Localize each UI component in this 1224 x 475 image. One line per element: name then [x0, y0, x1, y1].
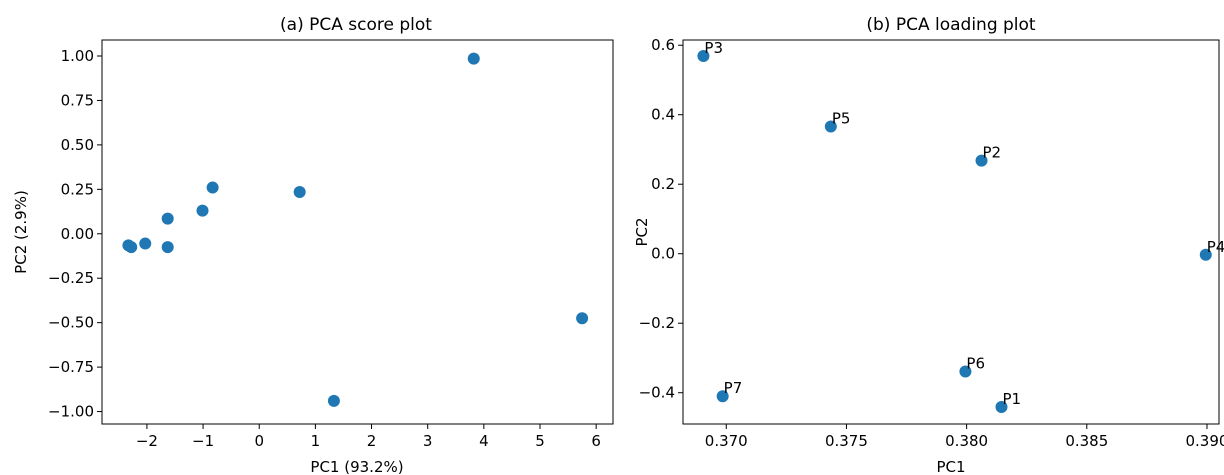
loading-plot-ylabel: PC2	[633, 217, 651, 246]
loading-plot-xtick-label: 0.380	[945, 432, 988, 450]
score-plot-ytick-label: −0.25	[48, 269, 94, 287]
score-plot-ytick-label: 1.00	[61, 47, 94, 65]
score-plot-point	[576, 312, 589, 325]
loading-plot-point-label: P6	[966, 355, 985, 373]
loading-plot-panel: (b) PCA loading plot 0.370 0.375 0.380 0.38…	[633, 15, 1224, 475]
loading-plot-point	[716, 390, 729, 403]
score-plot-title: (a) PCA score plot	[280, 15, 432, 35]
loading-plot-xtick-label: 0.385	[1065, 432, 1108, 450]
loading-plot-point	[959, 365, 972, 378]
score-plot-point	[125, 241, 138, 254]
score-plot-ylabel: PC2 (2.9%)	[12, 190, 30, 274]
score-plot-point	[327, 394, 340, 407]
score-plot-point	[196, 204, 209, 217]
loading-plot-point	[995, 400, 1008, 413]
score-plot-xtick-label: −2	[136, 432, 158, 450]
loading-plot-point	[824, 120, 837, 133]
loading-plot-xlabel: PC1	[936, 458, 965, 475]
score-plot-xtick-label: 3	[423, 432, 433, 450]
score-plot-point	[161, 212, 174, 225]
loading-plot-ytick-label: −0.2	[639, 314, 675, 332]
score-plot-ytick-label: 0.75	[61, 91, 94, 109]
loading-plot-ytick-label: −0.4	[639, 384, 675, 402]
loading-plot-ytick-label: 0.4	[651, 106, 675, 124]
score-plot-ytick-label: 0.00	[61, 225, 94, 243]
loading-plot-point-label: P2	[983, 144, 1002, 162]
score-plot-xtick-label: −1	[192, 432, 214, 450]
score-plot-frame	[101, 39, 614, 425]
score-plot-ytick-label: −0.50	[48, 314, 94, 332]
loading-plot-point-label: P3	[704, 39, 723, 57]
score-plot-xtick-label: 6	[591, 432, 601, 450]
loading-plot-point-label: P7	[724, 379, 743, 397]
score-plot-ytick-label: −1.00	[48, 403, 94, 421]
loading-plot-point	[975, 154, 988, 167]
loading-plot-point-label: P1	[1002, 390, 1021, 408]
loading-plot-point	[1199, 248, 1212, 261]
loading-plot-point-label: P4	[1207, 238, 1224, 256]
loading-plot-frame	[682, 39, 1220, 425]
score-plot-point	[293, 186, 306, 198]
loading-plot-ytick-label: 0.6	[651, 36, 675, 54]
loading-plot-xtick-label: 0.370	[705, 432, 748, 450]
score-plot-ytick-label: −0.75	[48, 358, 94, 376]
score-plot-xtick-label: 0	[254, 432, 264, 450]
score-plot-panel: (a) PCA score plot −2 −1 0 1 2 3 4 5 6 1.00 0.75 0.…	[12, 15, 614, 475]
loading-plot-ytick-label: 0.0	[651, 245, 675, 263]
score-plot-xtick-label: 5	[535, 432, 545, 450]
score-plot-xlabel: PC1 (93.2%)	[310, 458, 403, 475]
loading-plot-ytick-label: 0.2	[651, 175, 675, 193]
score-plot-xtick-label: 4	[479, 432, 489, 450]
score-plot-point	[206, 181, 219, 194]
score-plot-xtick-label: 2	[367, 432, 377, 450]
loading-plot-point	[697, 49, 710, 62]
score-plot-ytick-label: 0.50	[61, 136, 94, 154]
score-plot-xtick-label: 1	[311, 432, 321, 450]
score-plot-ytick-label: 0.25	[61, 180, 94, 198]
score-plot-point	[161, 241, 174, 254]
loading-plot-point-label: P5	[832, 110, 851, 128]
loading-plot-xtick-label: 0.375	[825, 432, 868, 450]
loading-plot-xtick-label: 0.390	[1186, 432, 1224, 450]
score-plot-point	[467, 52, 480, 65]
loading-plot-title: (b) PCA loading plot	[866, 15, 1036, 35]
score-plot-point	[139, 237, 152, 250]
